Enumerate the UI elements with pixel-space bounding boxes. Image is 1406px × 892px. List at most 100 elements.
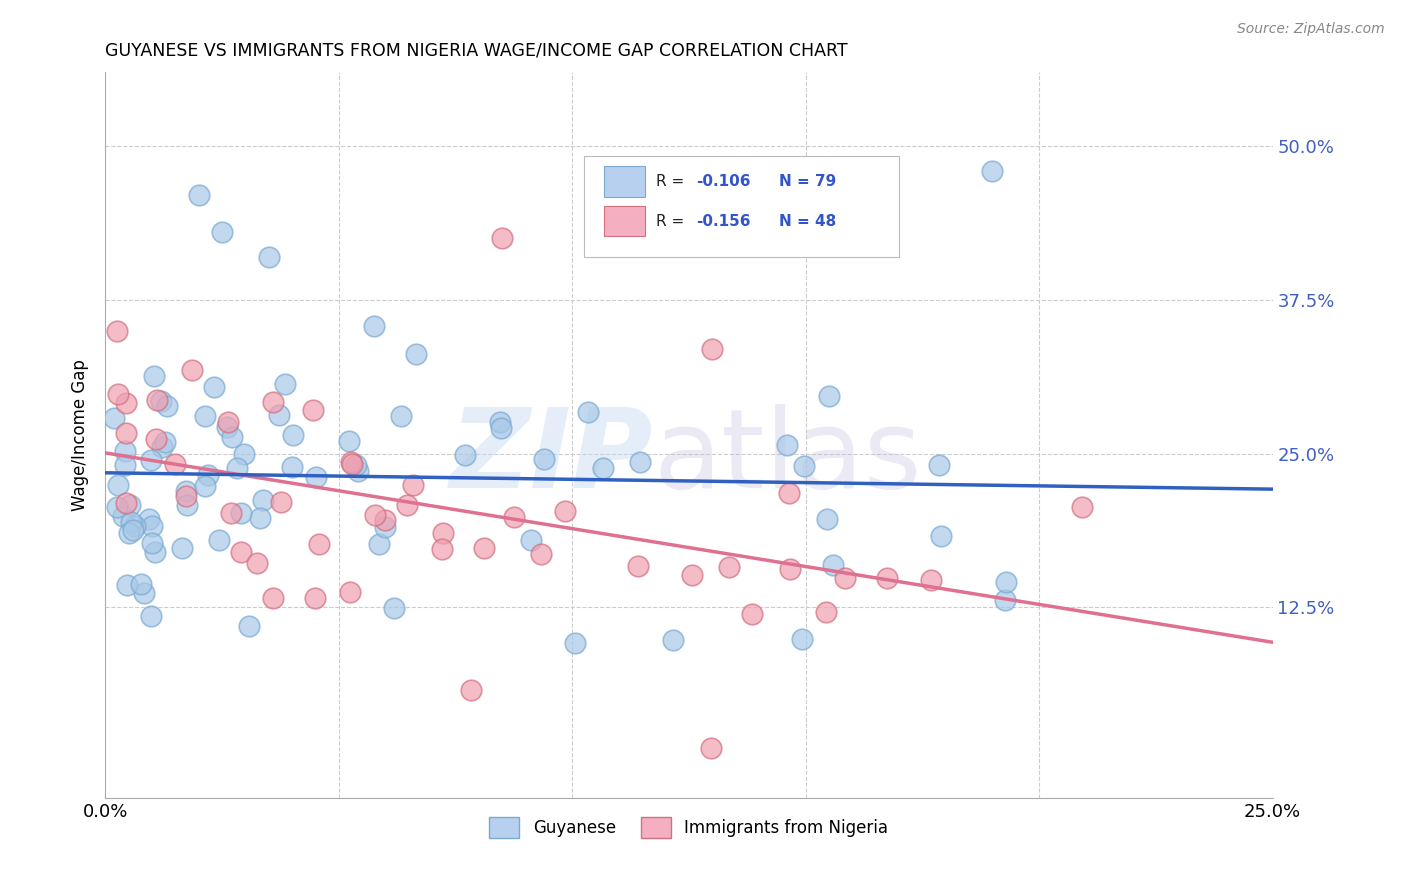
Point [107, 325, 129, 339]
Point [252, 493, 274, 508]
Point [114, 425, 136, 440]
Legend: Guyanese, Immigrants from Nigeria: Guyanese, Immigrants from Nigeria [482, 811, 896, 844]
Point [262, 591, 284, 605]
Point [204, 379, 226, 393]
Point [114, 396, 136, 410]
Point [267, 409, 290, 423]
Point [249, 511, 271, 525]
Point [208, 533, 231, 547]
Text: ZIP: ZIP [450, 403, 654, 510]
Point [489, 421, 512, 435]
Point [741, 607, 763, 621]
Point [337, 434, 360, 448]
Point [491, 231, 513, 245]
Point [114, 443, 136, 458]
Point [143, 369, 166, 384]
Text: N = 48: N = 48 [779, 214, 837, 228]
Point [176, 498, 198, 512]
Point [226, 461, 249, 475]
Point [920, 574, 942, 588]
Point [163, 458, 186, 472]
Text: Source: ZipAtlas.com: Source: ZipAtlas.com [1237, 22, 1385, 37]
Point [778, 486, 800, 500]
Point [347, 464, 370, 478]
Point [627, 558, 650, 573]
Text: GUYANESE VS IMMIGRANTS FROM NIGERIA WAGE/INCOME GAP CORRELATION CHART: GUYANESE VS IMMIGRANTS FROM NIGERIA WAGE… [105, 42, 848, 60]
Point [274, 376, 297, 391]
Point [530, 548, 553, 562]
Point [141, 535, 163, 549]
Point [474, 541, 496, 555]
Point [308, 537, 330, 551]
Point [194, 409, 217, 424]
Point [401, 478, 423, 492]
Point [120, 515, 142, 529]
Point [928, 458, 950, 472]
Point [592, 461, 614, 475]
Point [793, 459, 815, 474]
Point [217, 416, 239, 430]
Point [215, 420, 238, 434]
Point [662, 633, 685, 648]
Point [105, 500, 128, 514]
Point [834, 571, 856, 585]
Point [344, 458, 367, 473]
Point [117, 578, 139, 592]
Point [792, 632, 814, 646]
Point [981, 164, 1004, 178]
Point [395, 498, 418, 512]
Point [876, 571, 898, 585]
Point [121, 523, 143, 537]
Point [134, 586, 156, 600]
Point [821, 558, 844, 572]
Point [564, 636, 586, 650]
Point [339, 455, 361, 469]
Point [270, 495, 292, 509]
Point [364, 508, 387, 522]
Point [246, 557, 269, 571]
Point [368, 537, 391, 551]
Point [114, 496, 136, 510]
Point [702, 342, 724, 356]
Point [211, 225, 233, 239]
Point [238, 618, 260, 632]
Point [181, 363, 204, 377]
Point [374, 519, 396, 533]
Point [262, 394, 284, 409]
Point [718, 559, 741, 574]
Point [779, 561, 801, 575]
Point [576, 405, 599, 419]
Point [305, 469, 328, 483]
FancyBboxPatch shape [583, 156, 898, 258]
Point [554, 504, 576, 518]
Point [301, 402, 323, 417]
Point [194, 479, 217, 493]
Point [156, 400, 179, 414]
Point [430, 541, 453, 556]
Point [174, 484, 197, 499]
Text: R =: R = [657, 174, 689, 189]
Point [776, 438, 799, 452]
Point [187, 188, 209, 202]
Text: R =: R = [657, 214, 689, 228]
FancyBboxPatch shape [603, 206, 644, 236]
Point [141, 519, 163, 533]
Point [118, 525, 141, 540]
Point [818, 389, 841, 403]
Point [103, 410, 125, 425]
Point [145, 432, 167, 446]
Point [931, 529, 953, 543]
Point [232, 447, 254, 461]
Point [304, 591, 326, 605]
Point [124, 519, 146, 533]
Point [129, 577, 152, 591]
Point [257, 250, 280, 264]
Point [339, 585, 361, 599]
Point [229, 506, 252, 520]
Point [363, 318, 385, 333]
Point [138, 511, 160, 525]
Point [682, 567, 704, 582]
Point [149, 393, 172, 408]
Point [700, 740, 723, 755]
Point [221, 429, 243, 443]
